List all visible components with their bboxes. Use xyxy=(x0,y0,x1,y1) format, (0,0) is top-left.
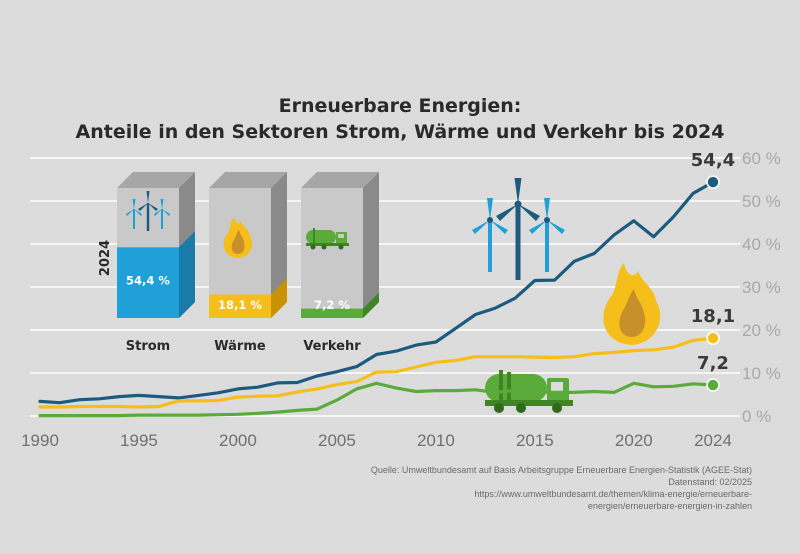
bar-category-label: Wärme xyxy=(214,339,266,354)
data-series xyxy=(38,180,715,418)
series-endpoints: 54,4 18,1 7,2 xyxy=(691,150,735,392)
chart-title-line-2: Anteile in den Sektoren Strom, Wärme und… xyxy=(76,121,725,143)
bar-wärme: 18,1 % Wärme xyxy=(209,172,287,354)
bar-top xyxy=(301,172,379,188)
y-tick-label: 10 % xyxy=(742,364,781,383)
bar-value-label: 18,1 % xyxy=(218,298,262,312)
bar-side xyxy=(271,172,287,318)
bar-category-label: Verkehr xyxy=(303,339,361,354)
series-end-label: 7,2 xyxy=(697,353,729,374)
y-tick-label: 60 % xyxy=(742,149,781,168)
bar-value-label: 54,4 % xyxy=(126,274,170,288)
bar-strom: 54,4 % Strom xyxy=(117,172,195,354)
series-endpoint xyxy=(706,331,720,345)
bar-flame-icon xyxy=(223,217,253,258)
x-tick-label: 1995 xyxy=(120,431,158,450)
x-tick-label: 2005 xyxy=(318,431,356,450)
tanker-truck-icon xyxy=(485,370,573,413)
bar-fill xyxy=(117,247,179,318)
source-line-3: https://www.umweltbundesamt.de/themen/kl… xyxy=(474,489,752,499)
bar-fill-side xyxy=(363,292,379,318)
y-tick-label: 0 % xyxy=(742,407,771,426)
y-tick-label: 30 % xyxy=(742,278,781,297)
series-end-label: 18,1 xyxy=(691,306,735,327)
bar-tanker-truck-icon xyxy=(306,228,349,250)
bar-front xyxy=(301,188,363,318)
series-line-wärme xyxy=(38,336,715,409)
bar-top xyxy=(117,172,195,188)
source-line-1: Quelle: Umweltbundesamt auf Basis Arbeit… xyxy=(371,465,752,475)
wind-turbines-icon xyxy=(472,178,565,280)
bars-year-label: 2024 xyxy=(98,240,113,276)
bar-top xyxy=(209,172,287,188)
flame-icon xyxy=(603,263,661,345)
source-line-2: Datenstand: 02/2025 xyxy=(668,477,752,487)
y-axis-ticks: 0 % 10 % 20 % 30 % 40 % 50 % 60 % xyxy=(742,149,781,426)
series-endpoint xyxy=(706,175,720,189)
y-tick-label: 20 % xyxy=(742,321,781,340)
y-tick-label: 40 % xyxy=(742,235,781,254)
series-line-verkehr xyxy=(38,381,715,418)
sector-bars: 54,4 % Strom 18,1 % Wärme 7,2 % Verkehr xyxy=(117,172,379,354)
source-line-4: energien/erneuerbare-energien-in-zahlen xyxy=(588,501,752,511)
x-tick-label: 2000 xyxy=(219,431,257,450)
bar-category-label: Strom xyxy=(126,339,170,354)
y-tick-label: 50 % xyxy=(742,192,781,211)
bar-verkehr: 7,2 % Verkehr xyxy=(301,172,379,354)
x-tick-label: 1990 xyxy=(21,431,59,450)
bar-fill xyxy=(301,308,363,318)
x-tick-label: 2020 xyxy=(615,431,653,450)
bar-side xyxy=(363,172,379,318)
series-end-label: 54,4 xyxy=(691,150,735,171)
bar-wind-turbines-icon xyxy=(126,191,170,231)
x-tick-label: 2015 xyxy=(516,431,554,450)
bar-fill xyxy=(209,294,271,318)
series-endpoint xyxy=(706,378,720,392)
x-axis-ticks: 1990 1995 2000 2005 2010 2015 2020 2024 xyxy=(21,431,732,450)
x-tick-label: 2010 xyxy=(417,431,455,450)
bar-fill-side xyxy=(179,231,195,318)
bar-fill-side xyxy=(271,278,287,318)
x-tick-label: 2024 xyxy=(694,431,732,450)
chart-title-line-1: Erneuerbare Energien: xyxy=(279,95,522,117)
series-line-strom xyxy=(38,180,715,405)
bar-value-label: 7,2 % xyxy=(314,298,350,312)
